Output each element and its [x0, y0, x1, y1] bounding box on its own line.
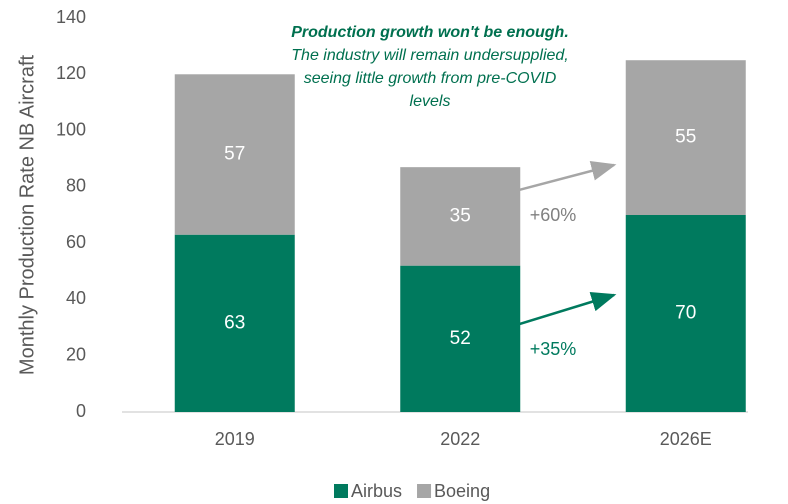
- y-tick-label: 20: [66, 344, 86, 364]
- y-tick-label: 60: [66, 232, 86, 252]
- bar-segment: [625, 60, 746, 215]
- data-label: 57: [224, 144, 245, 165]
- y-tick-label: 100: [56, 119, 86, 139]
- y-tick-label: 80: [66, 176, 86, 196]
- y-axis-label: Monthly Production Rate NB Aircraft: [16, 54, 38, 375]
- bar-segment: [174, 74, 295, 235]
- y-tick-label: 120: [56, 63, 86, 83]
- data-label: 55: [675, 127, 696, 148]
- annotation-line: The industry will remain undersupplied,: [291, 47, 568, 64]
- legend-swatch: [334, 484, 348, 498]
- data-label: 35: [450, 205, 471, 226]
- bar-segment: [400, 167, 521, 266]
- annotation-line: levels: [410, 93, 451, 110]
- x-tick-label: 2022: [440, 429, 480, 449]
- y-tick-label: 140: [56, 7, 86, 27]
- x-tick-label: 2019: [215, 429, 255, 449]
- bar-segment: [625, 215, 746, 412]
- bar-segment: [400, 265, 521, 412]
- x-tick-label: 2026E: [660, 429, 712, 449]
- bar-segment: [174, 234, 295, 412]
- y-tick-label: 0: [76, 401, 86, 421]
- growth-label: +60%: [530, 205, 577, 225]
- legend-label: Boeing: [434, 481, 490, 501]
- legend-label: Airbus: [351, 481, 402, 501]
- annotation-line: seeing little growth from pre-COVID: [304, 70, 557, 87]
- growth-label: +35%: [530, 339, 577, 359]
- legend-swatch: [417, 484, 432, 498]
- annotation-title: Production growth won't be enough.: [291, 24, 569, 41]
- data-label: 63: [224, 312, 245, 333]
- data-label: 70: [675, 303, 696, 324]
- data-label: 52: [450, 328, 471, 349]
- y-tick-label: 40: [66, 288, 86, 308]
